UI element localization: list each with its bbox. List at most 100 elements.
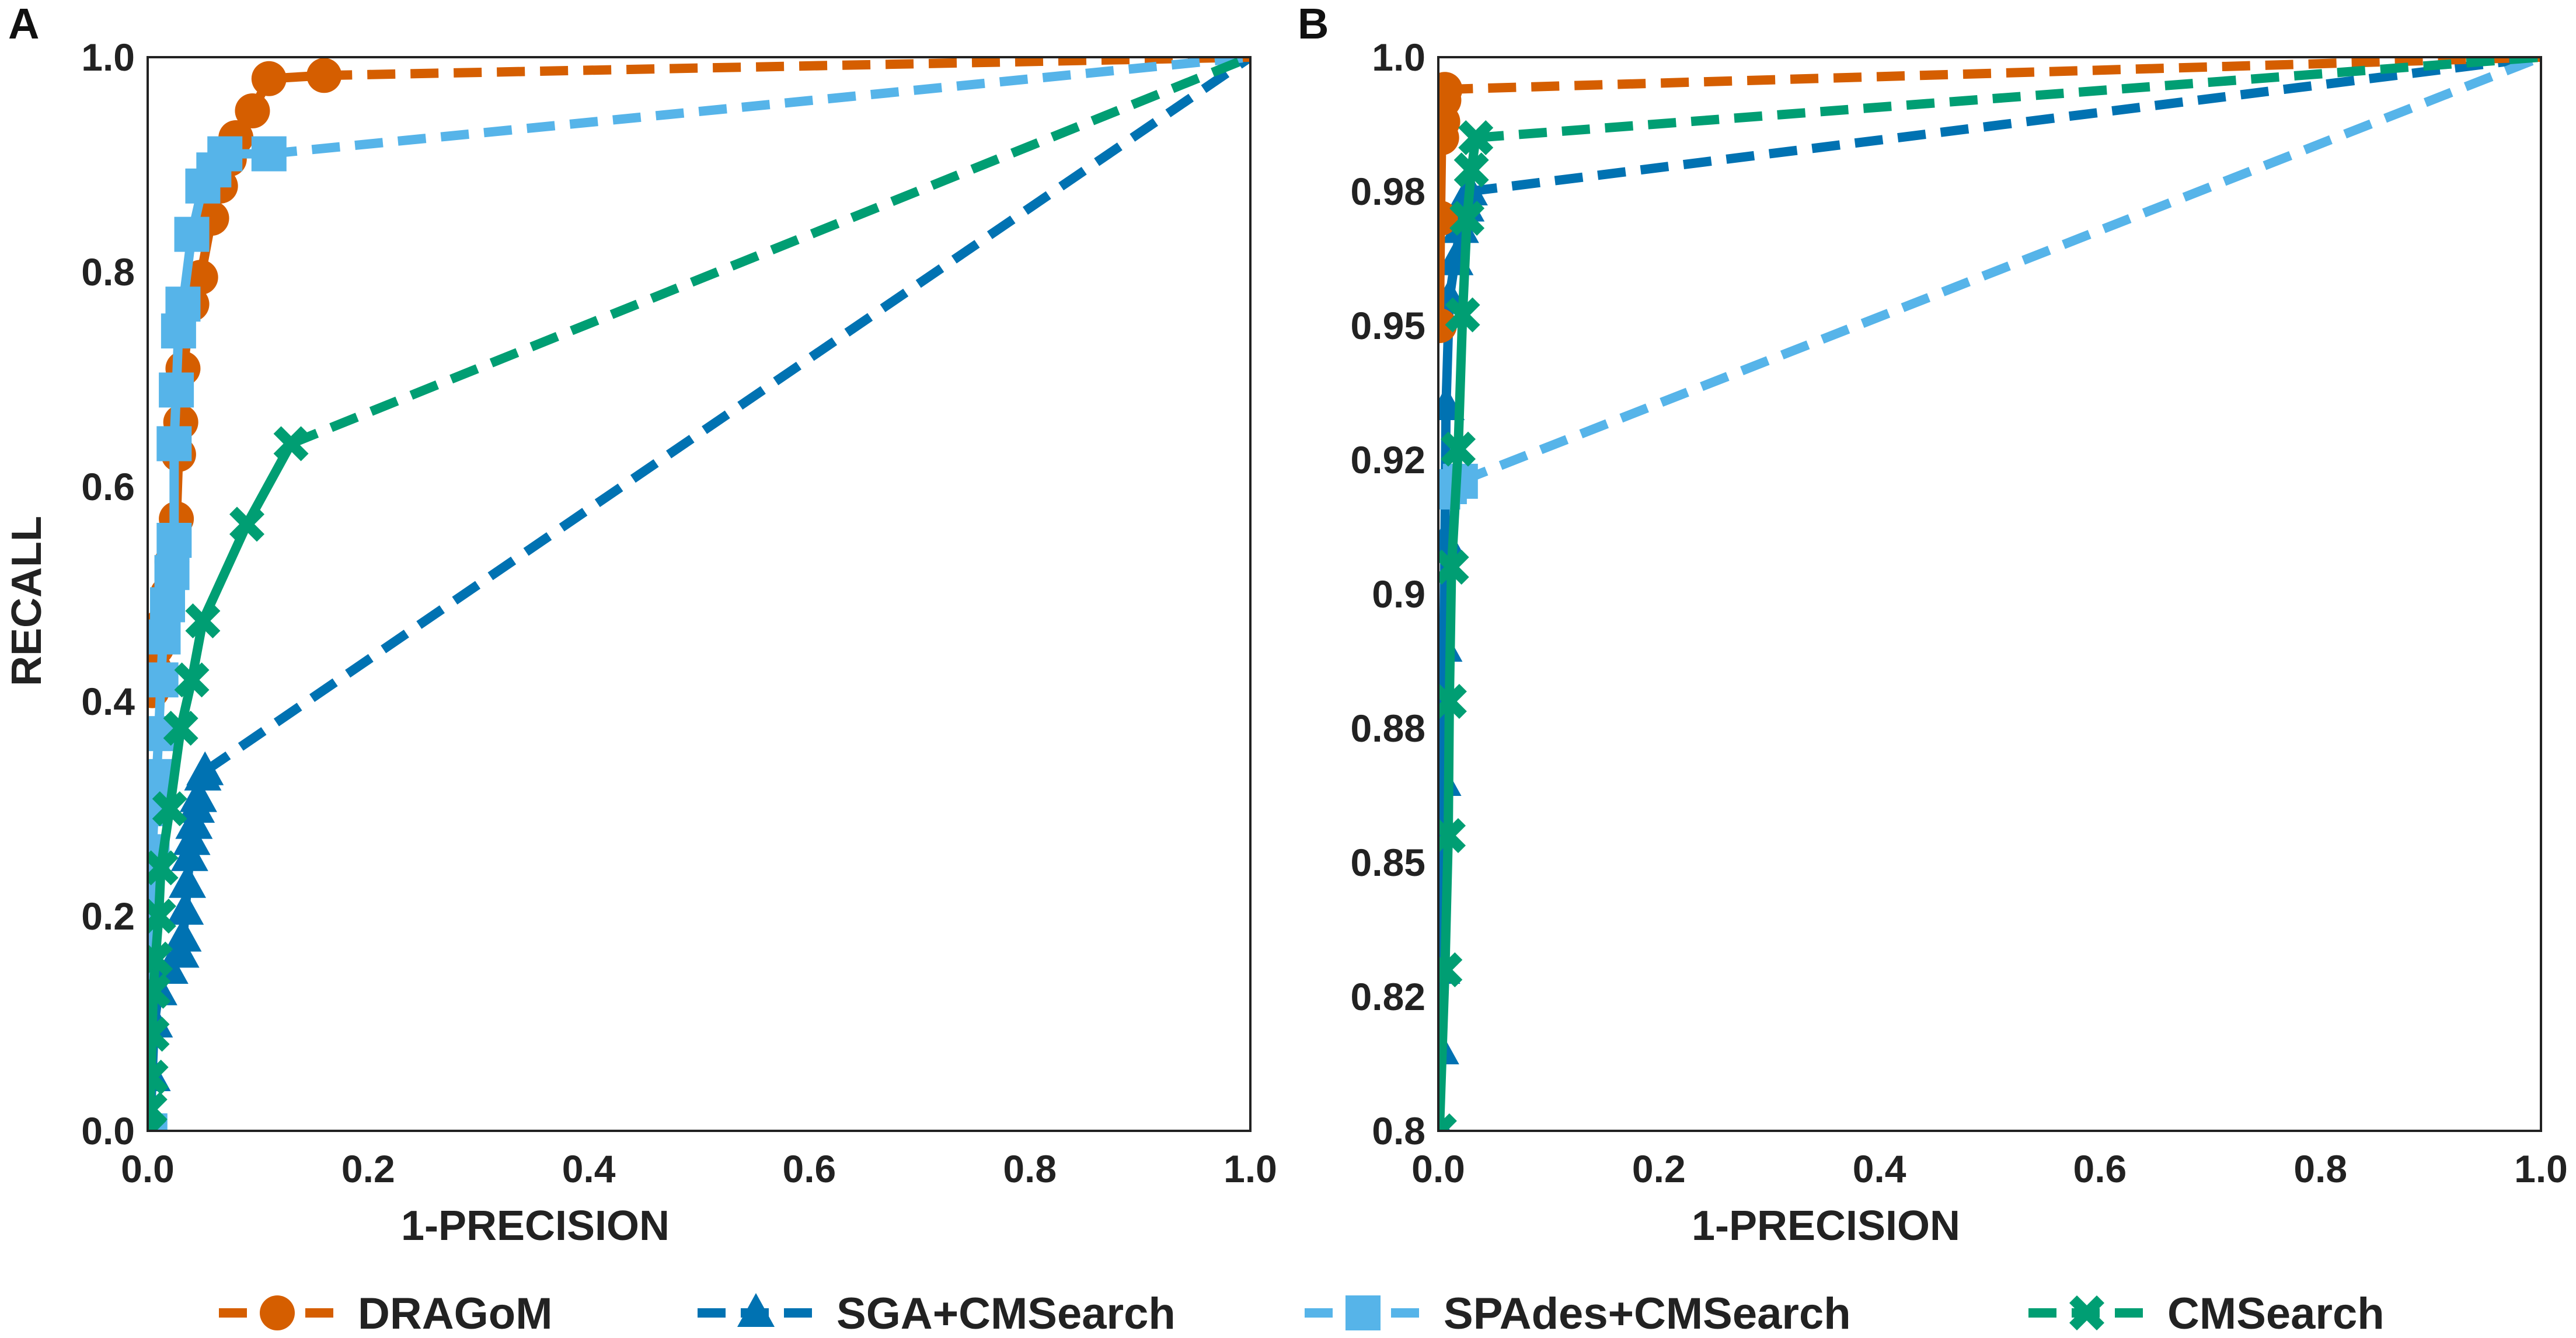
plot-frame-a: [147, 56, 1252, 1132]
data-point: [148, 941, 173, 977]
data-point: [1441, 431, 1476, 467]
data-point: [169, 864, 207, 898]
y-tick-labels-b: 0.8 0.82 0.85 0.88 0.9 0.92 0.95 0.98 1.0: [1351, 36, 1425, 1152]
panel-label-b: B: [1298, 0, 1329, 48]
legend-item-spades-cmsearch: SPAdes+CMSearch: [1305, 1289, 1851, 1338]
x-axis-title-a: 1-PRECISION: [401, 1203, 670, 1249]
data-point: [174, 216, 210, 252]
series-solid-line: [1438, 137, 1481, 1131]
series-dashed-line: [202, 57, 1250, 775]
series-dashed-line: [1468, 57, 2541, 196]
data-point: [148, 899, 176, 934]
data-point: [251, 61, 287, 96]
y-tick-label: 0.95: [1351, 304, 1425, 347]
data-point: [152, 791, 187, 826]
x-tick-label: 0.6: [2073, 1147, 2127, 1190]
x-tick-label: 0.2: [341, 1147, 395, 1190]
series-layer-a: [148, 57, 1250, 1131]
data-point: [1438, 762, 1462, 796]
data-point: [1445, 297, 1480, 333]
x-tick-labels-a: 0.0 0.2 0.4 0.6 0.8 1.0: [121, 1147, 1277, 1190]
x-tick-label: 0.4: [562, 1147, 616, 1190]
series-sga-cmsearch: [1438, 57, 2541, 1131]
data-point: [185, 603, 221, 638]
data-point: [235, 93, 270, 128]
data-point: [1438, 1113, 1457, 1131]
x-tick-labels-b: 0.0 0.2 0.4 0.6 0.8 1.0: [1411, 1147, 2568, 1190]
legend-marker: [260, 1295, 295, 1330]
series-spades-cmsearch: [1438, 57, 2541, 510]
data-point: [1449, 201, 1485, 236]
data-point: [148, 1092, 168, 1127]
legend-label: SGA+CMSearch: [836, 1289, 1176, 1338]
data-point: [174, 662, 210, 698]
data-point: [166, 890, 204, 925]
x-tick-label: 0.8: [2293, 1147, 2347, 1190]
data-point: [165, 287, 201, 322]
data-point: [1438, 684, 1467, 719]
data-point: [148, 973, 171, 1009]
data-point: [1438, 72, 1463, 107]
x-tick-label: 1.0: [2514, 1147, 2568, 1190]
x-tick-label: 0.4: [1853, 1147, 1906, 1190]
legend-label: CMSearch: [2167, 1289, 2385, 1338]
series-dashed-line: [324, 57, 1250, 81]
y-tick-label: 0.4: [81, 680, 135, 723]
x-axis-title-b: 1-PRECISION: [1692, 1203, 1960, 1249]
data-point: [229, 506, 265, 542]
y-tick-label: 0.82: [1351, 975, 1425, 1018]
data-point: [148, 1060, 169, 1095]
data-point: [251, 136, 287, 172]
legend-marker: [1345, 1295, 1381, 1330]
y-tick-label: 0.0: [81, 1109, 135, 1152]
plot-frame-b: [1437, 56, 2542, 1132]
series-layer-b: [1438, 57, 2541, 1131]
y-tick-label: 0.92: [1351, 438, 1425, 481]
data-point: [163, 711, 198, 746]
data-point: [1438, 818, 1466, 853]
series-dragom: [148, 57, 1250, 708]
series-dashed-line: [289, 57, 1250, 448]
series-dragom: [1438, 57, 2541, 343]
series-dashed-line: [1475, 57, 2541, 142]
series-sga-cmsearch: [148, 57, 1250, 1131]
legend-marker: [737, 1293, 775, 1327]
legend-item-cmsearch: CMSearch: [2028, 1289, 2385, 1338]
panel-label-a: A: [8, 0, 39, 48]
y-tick-label: 0.88: [1351, 707, 1425, 750]
data-point: [1458, 120, 1494, 155]
data-point: [164, 917, 202, 952]
y-tick-label: 0.8: [81, 250, 135, 294]
x-tick-label: 0.2: [1632, 1147, 1686, 1190]
series-dashed-line: [1445, 57, 2541, 95]
data-point: [1438, 628, 1463, 662]
y-tick-labels-a: 0.0 0.2 0.4 0.6 0.8 1.0: [81, 36, 135, 1152]
y-tick-label: 0.9: [1372, 572, 1425, 616]
x-tick-label: 0.6: [783, 1147, 836, 1190]
y-tick-label: 1.0: [1372, 36, 1425, 79]
series-dashed-line: [269, 57, 1250, 159]
data-point: [186, 751, 224, 785]
y-tick-label: 0.85: [1351, 841, 1425, 884]
data-point: [1438, 952, 1463, 987]
data-point: [148, 619, 181, 655]
data-point: [148, 662, 179, 698]
legend-item-sga-cmsearch: SGA+CMSearch: [698, 1289, 1176, 1338]
data-point: [154, 555, 190, 591]
panel-a: A RECALL 1-PRECISION 0.0 0.2 0.4 0.6 0.8 1.0 …: [4, 0, 1277, 1249]
data-point: [150, 587, 186, 623]
y-tick-label: 0.8: [1372, 1109, 1425, 1152]
data-point: [156, 426, 192, 462]
legend: DRAGoM SGA+CMSearch SPAdes+CMSearch CMSearc…: [219, 1289, 2385, 1338]
series-cmsearch: [148, 57, 1250, 1131]
series-cmsearch: [1438, 57, 2541, 1131]
data-point: [159, 372, 194, 408]
x-tick-label: 0.0: [1411, 1147, 1465, 1190]
data-point: [156, 523, 192, 558]
data-point: [207, 136, 243, 172]
y-tick-label: 0.6: [81, 465, 135, 508]
legend-label: DRAGoM: [358, 1289, 553, 1338]
data-point: [306, 58, 342, 93]
legend-label: SPAdes+CMSearch: [1444, 1289, 1851, 1338]
